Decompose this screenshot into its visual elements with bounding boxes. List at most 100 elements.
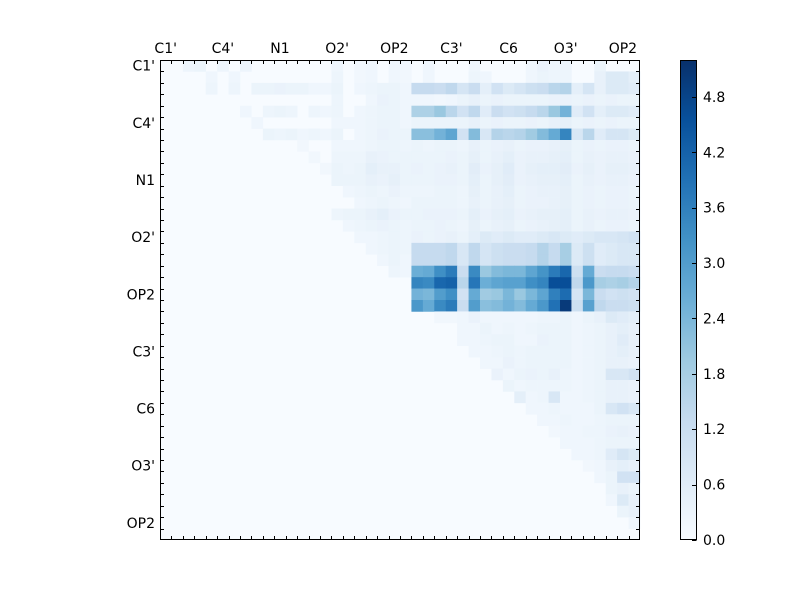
- heatmap-cell: [571, 391, 584, 404]
- heatmap-cell: [537, 334, 549, 347]
- heatmap-cell: [365, 117, 378, 129]
- heatmap-cell: [457, 254, 469, 267]
- heatmap-cell: [605, 94, 618, 107]
- colorbar-tick-label: 4.2: [703, 145, 725, 161]
- heatmap-cell: [605, 265, 618, 278]
- heatmap-cell: [514, 311, 527, 324]
- heatmap-cell: [468, 71, 481, 84]
- heatmap-cell: [594, 254, 607, 267]
- heatmap-cell: [422, 185, 435, 198]
- heatmap-cell: [491, 220, 504, 232]
- x-tick-label: N1: [270, 41, 289, 57]
- heatmap-cell: [285, 82, 298, 95]
- heatmap-cell: [377, 197, 389, 209]
- heatmap-cell: [628, 517, 641, 529]
- heatmap-cell: [514, 140, 527, 152]
- heatmap-cell: [400, 128, 412, 141]
- heatmap-cell: [525, 322, 538, 335]
- heatmap-cell: [605, 151, 618, 164]
- heatmap-cell: [617, 391, 629, 404]
- heatmap-cell: [605, 471, 618, 484]
- heatmap-cell: [388, 254, 401, 267]
- heatmap-cell: [594, 71, 607, 84]
- heatmap-cell: [240, 60, 252, 72]
- heatmap-cell: [537, 368, 549, 381]
- heatmap-cell: [537, 71, 549, 84]
- heatmap-cell: [617, 357, 629, 369]
- heatmap-cell: [491, 208, 504, 221]
- heatmap-cell: [251, 82, 264, 95]
- heatmap-cell: [388, 208, 401, 221]
- heatmap-cell: [445, 174, 458, 187]
- heatmap-cell: [388, 71, 401, 84]
- heatmap-cell: [548, 277, 561, 289]
- heatmap-cell: [457, 82, 469, 95]
- heatmap-cell: [582, 425, 595, 438]
- heatmap-cell: [628, 140, 641, 152]
- heatmap-cell: [560, 94, 572, 107]
- heatmap-cell: [354, 162, 367, 175]
- heatmap-cell: [525, 60, 538, 72]
- heatmap-cell: [594, 448, 607, 461]
- heatmap-cell: [400, 60, 412, 72]
- heatmap-cell: [605, 402, 618, 415]
- heatmap-cell: [411, 265, 424, 278]
- heatmap-cell: [537, 277, 549, 289]
- heatmap-cell: [411, 82, 424, 95]
- heatmap-cell: [445, 117, 458, 129]
- heatmap-cell: [628, 414, 641, 427]
- heatmap-cell: [480, 162, 492, 175]
- heatmap-cell: [377, 231, 389, 244]
- heatmap-cell: [262, 105, 275, 118]
- heatmap-cell: [628, 391, 641, 404]
- heatmap-cell: [354, 231, 367, 244]
- heatmap-cell: [571, 231, 584, 244]
- heatmap-cell: [537, 197, 549, 209]
- heatmap-cell: [571, 300, 584, 312]
- heatmap-cell: [491, 140, 504, 152]
- heatmap-cell: [480, 345, 492, 358]
- heatmap-cell: [594, 128, 607, 141]
- heatmap-cell: [491, 254, 504, 267]
- heatmap-cell: [582, 185, 595, 198]
- heatmap-cell: [537, 174, 549, 187]
- y-tick-label: OP2: [127, 287, 155, 303]
- heatmap-cell: [480, 208, 492, 221]
- heatmap-cell: [468, 322, 481, 335]
- heatmap-cell: [548, 174, 561, 187]
- heatmap-cell: [571, 311, 584, 324]
- heatmap-cell: [514, 300, 527, 312]
- heatmap-cell: [525, 94, 538, 107]
- heatmap-cell: [331, 117, 344, 129]
- heatmap-cell: [594, 220, 607, 232]
- heatmap-cell: [365, 60, 378, 72]
- heatmap-cell: [354, 151, 367, 164]
- heatmap-cell: [605, 197, 618, 209]
- heatmap-cell: [537, 82, 549, 95]
- colorbar-tick-label: 0.0: [703, 533, 725, 549]
- heatmap-cell: [491, 117, 504, 129]
- colorbar-tick-label: 4.8: [703, 90, 725, 106]
- heatmap-cell: [411, 231, 424, 244]
- heatmap-cell: [582, 162, 595, 175]
- heatmap-cell: [468, 208, 481, 221]
- heatmap-cell: [457, 117, 469, 129]
- heatmap-cell: [594, 380, 607, 392]
- heatmap-cell: [320, 128, 332, 141]
- heatmap-cell: [594, 60, 607, 72]
- heatmap-cell: [480, 288, 492, 301]
- heatmap-cell: [354, 128, 367, 141]
- heatmap-cell: [262, 128, 275, 141]
- heatmap-cell: [548, 140, 561, 152]
- heatmap-cell: [434, 185, 447, 198]
- heatmap-cell: [525, 197, 538, 209]
- heatmap-cell: [617, 494, 629, 507]
- heatmap-cell: [365, 140, 378, 152]
- heatmap-cell: [480, 71, 492, 84]
- heatmap-cell: [560, 357, 572, 369]
- heatmap-cell: [445, 197, 458, 209]
- heatmap-cell: [537, 357, 549, 369]
- heatmap-cell: [525, 242, 538, 255]
- heatmap-cell: [617, 437, 629, 449]
- heatmap-cell: [434, 277, 447, 289]
